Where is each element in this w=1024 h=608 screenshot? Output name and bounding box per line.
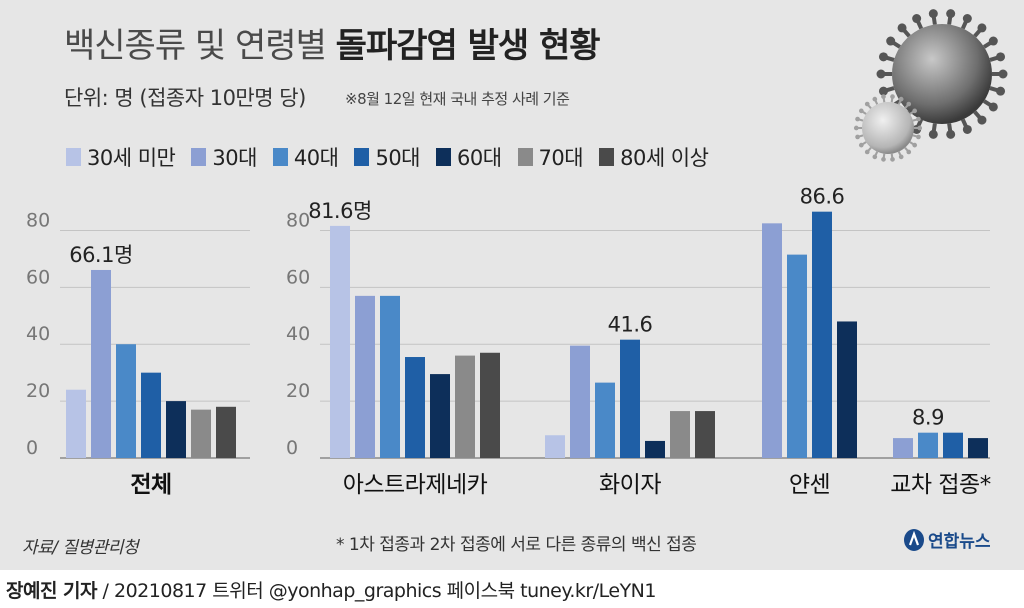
legend-item: 30대 (191, 142, 257, 172)
legend-swatch (517, 148, 533, 166)
legend-label: 50대 (375, 146, 420, 170)
legend-swatch (436, 148, 451, 166)
bar (545, 435, 565, 458)
bar (191, 409, 211, 458)
bar (166, 401, 186, 458)
bar (91, 269, 111, 458)
virus-illustration (853, 9, 1008, 162)
legend-label: 30세 미만 (87, 146, 176, 170)
bar (670, 411, 690, 458)
data-label: 8.9 (912, 406, 944, 430)
y-tick-label: 0 (26, 437, 38, 459)
bar (893, 438, 913, 458)
y-tick-label: 60 (26, 266, 50, 288)
data-label: 86.6 (800, 185, 845, 209)
bar (480, 352, 500, 458)
legend-item: 40대 (272, 142, 339, 172)
bar (787, 254, 807, 458)
logo-icon (904, 528, 924, 551)
bar (595, 382, 615, 458)
unit-label: 단위: 명 (접종자 10만명 당) (64, 86, 306, 110)
legend-swatch (272, 148, 288, 166)
legend-item: 70대 (517, 142, 584, 172)
bar (455, 355, 475, 458)
y-tick-label: 20 (26, 380, 50, 402)
bar (405, 357, 425, 458)
y-tick-label: 40 (286, 323, 310, 345)
footnote-text: * 1차 접종과 2차 접종에 서로 다른 종류의 백신 접종 (336, 535, 697, 555)
bar (918, 432, 938, 458)
legend-item: 80세 이상 (599, 142, 709, 172)
source-text: 자료/ 질병관리청 (22, 538, 139, 558)
bar (216, 406, 236, 458)
legend-label: 70대 (538, 146, 584, 170)
legend-label: 30대 (212, 146, 257, 170)
bar (620, 339, 640, 458)
bar (380, 295, 400, 458)
category-label: 아스트라제네카 (343, 472, 488, 498)
bar (762, 223, 782, 458)
category-label: 전체 (130, 472, 171, 498)
legend-label: 60대 (457, 146, 502, 170)
chart-title: 백신종류 및 연령별 돌파감염 발생 현황 (64, 18, 601, 67)
category-label: 얀센 (789, 472, 830, 498)
legend-label: 40대 (293, 146, 339, 170)
legend-label: 80세 이상 (620, 146, 709, 170)
bar (570, 345, 590, 458)
bar (430, 374, 450, 458)
y-tick-label: 40 (26, 323, 50, 345)
y-tick-label: 80 (286, 209, 310, 231)
footer-author: 장예진 기자 (6, 580, 98, 602)
bar (141, 372, 161, 458)
title-light: 백신종류 및 연령별 (64, 26, 336, 66)
bar (837, 321, 857, 458)
y-tick-label: 0 (286, 437, 298, 459)
bar (695, 411, 715, 458)
legend-swatch (66, 148, 81, 166)
bar (645, 440, 665, 458)
y-tick-label: 60 (286, 266, 310, 288)
yonhap-logo: 연합뉴스 (903, 527, 991, 552)
legend-item: 50대 (354, 142, 420, 172)
category-label: 교차 접종* (890, 472, 990, 498)
bar (968, 438, 988, 458)
data-label: 81.6명 (308, 199, 372, 223)
infographic-card: 백신종류 및 연령별 돌파감염 발생 현황 단위: 명 (접종자 10만명 당)… (0, 0, 1024, 570)
footer-credit: 장예진 기자 / 20210817 트위터 @yonhap_graphics 페… (6, 576, 656, 603)
legend-item: 30세 미만 (66, 142, 176, 172)
bar (66, 389, 86, 458)
y-tick-label: 20 (286, 380, 310, 402)
legend-swatch (354, 148, 370, 166)
title-bold: 돌파감염 발생 현황 (335, 26, 601, 66)
data-label: 66.1명 (69, 243, 133, 267)
category-label: 화이자 (599, 472, 661, 498)
y-tick-label: 80 (26, 209, 50, 231)
legend-swatch (599, 148, 615, 166)
footer-bar: 장예진 기자 / 20210817 트위터 @yonhap_graphics 페… (0, 570, 1024, 608)
date-note: ※8월 12일 현재 국내 추정 사례 기준 (345, 90, 570, 108)
legend: 30세 미만 30대 40대 50대 60대 70대 80세 이상 (66, 142, 718, 172)
footer-links: / 20210817 트위터 @yonhap_graphics 페이스북 tun… (97, 580, 657, 602)
bar (943, 432, 963, 458)
bar (812, 211, 832, 458)
legend-swatch (191, 148, 207, 166)
bar (116, 344, 136, 458)
bar (355, 295, 375, 458)
data-label: 41.6 (608, 313, 653, 337)
legend-item: 60대 (436, 142, 502, 172)
logo-text: 연합뉴스 (928, 532, 991, 552)
bar (330, 225, 350, 458)
